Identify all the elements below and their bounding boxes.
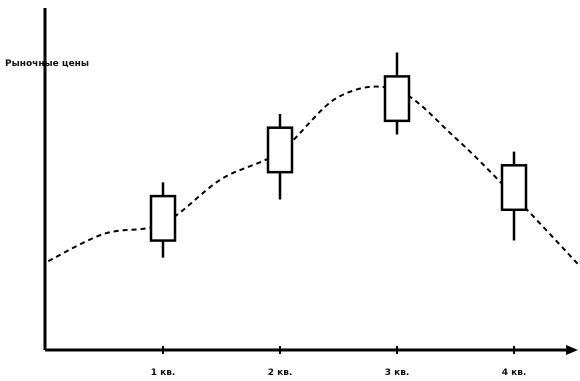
x-axis-arrow: [566, 345, 578, 355]
candle-body: [149, 194, 177, 242]
candle-body: [500, 164, 528, 212]
candle: [266, 114, 294, 200]
y-axis-label: Рыночные цены: [5, 59, 89, 69]
candle: [383, 52, 411, 135]
x-tick-label: 3 кв.: [385, 368, 410, 378]
candle: [149, 182, 177, 258]
candle-body: [266, 126, 294, 174]
candle: [500, 151, 528, 241]
x-tick-label: 1 кв.: [151, 368, 176, 378]
axes: [43, 8, 578, 355]
x-ticks: 1 кв. 2 кв. 3 кв. 4 кв.: [151, 346, 527, 378]
candle-body: [383, 75, 411, 123]
x-tick-label: 2 кв.: [268, 368, 293, 378]
x-tick-label: 4 кв.: [502, 368, 527, 378]
trend-line: [47, 85, 580, 266]
candles: [149, 52, 528, 258]
